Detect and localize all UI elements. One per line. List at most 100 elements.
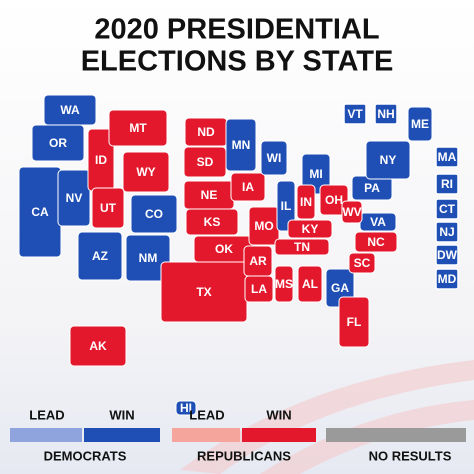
state <box>407 106 433 142</box>
state-label: NE <box>201 188 218 202</box>
state-label: MN <box>232 138 251 152</box>
legend-label: LEAD <box>29 407 64 422</box>
state-label: MO <box>254 219 273 233</box>
states: WA OR CA NV ID MT WY UT CO AZ NM ND SD NE KS OK TX MN IA MO… <box>18 94 459 416</box>
state-label: IA <box>242 180 254 194</box>
state <box>230 172 266 202</box>
state-label: LA <box>251 282 267 296</box>
state <box>225 118 257 172</box>
state <box>31 124 85 162</box>
state-label: IL <box>281 199 292 213</box>
state-label: NM <box>139 251 158 265</box>
legend: LEAD WIN DEMOCRATS LEAD WIN REPUBLICANS NO RES… <box>10 407 466 463</box>
state-label: IN <box>300 195 312 209</box>
legend-swatch <box>10 428 82 442</box>
state-label: KY <box>302 222 319 236</box>
legend-swatch <box>326 428 466 442</box>
state-label: NV <box>66 191 83 205</box>
legend-name: DEMOCRATS <box>44 448 127 463</box>
state-label: TN <box>294 240 310 254</box>
legend-swatch <box>242 428 316 442</box>
legend-name: REPUBLICANS <box>197 448 291 463</box>
state-box <box>435 173 459 195</box>
state-label: VA <box>370 215 386 229</box>
state-label: WA <box>60 103 80 117</box>
state-label: ME <box>411 117 429 131</box>
state-label: WY <box>136 165 155 179</box>
state-label: SC <box>354 256 371 270</box>
state-box <box>435 198 459 220</box>
state-label: HI <box>180 401 192 415</box>
state-box <box>435 221 459 243</box>
state-label: OK <box>215 242 233 256</box>
state-label: WV <box>342 205 361 219</box>
state-box <box>435 268 459 290</box>
state <box>69 325 127 367</box>
state <box>274 238 330 256</box>
state-label: PA <box>364 181 380 195</box>
state-label: AL <box>302 277 318 291</box>
state-label: NY <box>380 153 397 167</box>
legend-label: WIN <box>266 407 291 422</box>
title-line: 2020 PRESIDENTIAL <box>94 14 379 46</box>
state <box>297 265 323 303</box>
flag-stripe <box>180 360 474 474</box>
state-label: NH <box>377 107 394 121</box>
state <box>91 187 125 229</box>
state-label: OH <box>325 193 343 207</box>
state <box>77 231 123 281</box>
state-label: ID <box>95 153 107 167</box>
state-label: NC <box>367 235 385 249</box>
state <box>276 180 296 232</box>
legend-name: NO RESULTS <box>369 448 452 463</box>
state-label: UT <box>100 201 117 215</box>
state-label: WI <box>267 151 282 165</box>
state-label: MS <box>275 277 293 291</box>
state-label: KS <box>204 215 221 229</box>
state <box>130 194 178 234</box>
state-label: ND <box>197 125 215 139</box>
state-label: SD <box>197 155 214 169</box>
state-label: MA <box>438 150 457 164</box>
state-label: FL <box>347 315 362 329</box>
state-label: MT <box>129 121 147 135</box>
state-label: AK <box>89 339 107 353</box>
state <box>296 184 316 220</box>
state-box <box>435 146 459 168</box>
state <box>274 265 294 303</box>
state <box>57 169 91 227</box>
title-line: ELECTIONS BY STATE <box>81 46 394 78</box>
legend-label: LEAD <box>189 407 224 422</box>
state-label: RI <box>441 177 453 191</box>
state-label: DW <box>437 248 458 262</box>
legend-swatch <box>172 428 240 442</box>
state <box>287 219 333 239</box>
state-label: CT <box>439 202 456 216</box>
state-label: MI <box>309 167 322 181</box>
state-label: MD <box>438 272 457 286</box>
state <box>125 234 171 282</box>
state-label: NJ <box>439 225 454 239</box>
state <box>365 140 411 180</box>
state-label: VT <box>347 107 363 121</box>
state-label: OR <box>49 136 67 150</box>
state <box>175 400 197 416</box>
state <box>185 208 239 236</box>
state <box>348 252 376 274</box>
state <box>260 140 288 176</box>
state <box>244 275 274 303</box>
legend-swatch <box>84 428 160 442</box>
state-label: AZ <box>92 249 108 263</box>
state-label: AR <box>249 254 267 268</box>
state-label: CO <box>145 207 163 221</box>
state-box <box>343 103 367 125</box>
state <box>319 184 349 216</box>
state <box>338 296 370 348</box>
state <box>108 109 168 147</box>
legend-label: WIN <box>109 407 134 422</box>
state <box>341 200 363 224</box>
state-label: GA <box>331 281 349 295</box>
state-label: TX <box>196 285 211 299</box>
state-label: CA <box>31 205 49 219</box>
